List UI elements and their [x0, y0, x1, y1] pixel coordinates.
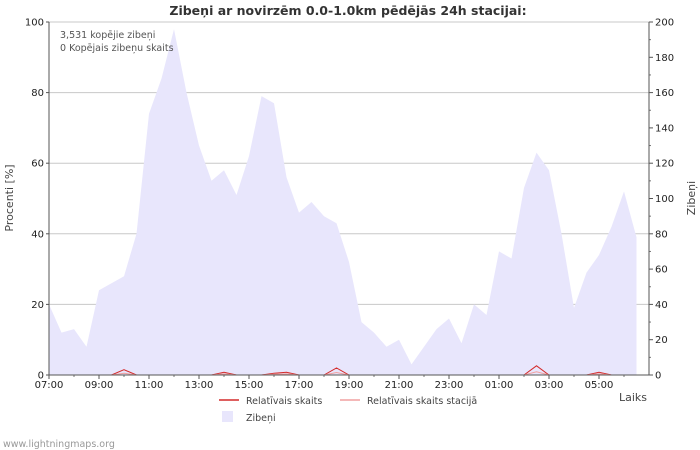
y-left-tick-label: 100	[25, 18, 44, 29]
x-tick-label: 05:00	[585, 380, 614, 391]
y-axis-left-label: Procenti [%]	[3, 164, 16, 231]
area-layer	[49, 29, 637, 375]
series-area-lightning	[49, 29, 637, 375]
legend-swatch-lightning	[222, 411, 233, 422]
x-tick-label: 23:00	[435, 380, 464, 391]
footer-source: www.lightningmaps.org	[3, 439, 115, 450]
axes: 0 20 40 60 80 100 0 20 40 60 80 100 120 140 160 180 200 0…	[25, 18, 674, 392]
x-tick-label: 19:00	[335, 380, 364, 391]
y-left-tick-label: 60	[31, 159, 44, 170]
x-tick-label: 07:00	[35, 380, 64, 391]
y-left-tick-label: 0	[38, 371, 44, 382]
x-tick-label: 09:00	[85, 380, 114, 391]
legend-label-relative-count-station: Relatīvais skaits stacijā	[367, 396, 477, 407]
y-left-tick-label: 40	[31, 229, 44, 240]
annotation-total-lightning: 3,531 kopējie zibeņi	[60, 30, 155, 41]
y-right-tick-label: 40	[655, 300, 668, 311]
y-right-tick-label: 80	[655, 229, 668, 240]
legend-label-lightning: Zibeņi	[246, 413, 276, 424]
x-axis-label: Laiks	[619, 391, 647, 404]
y-right-tick-label: 140	[655, 123, 674, 134]
legend-label-relative-count: Relatīvais skaits	[246, 396, 322, 407]
y-right-tick-label: 100	[655, 194, 674, 205]
y-right-tick-label: 0	[655, 371, 661, 382]
annotation-total-count: 0 Kopējais zibeņu skaits	[60, 43, 174, 54]
x-tick-label: 13:00	[185, 380, 214, 391]
y-right-tick-label: 120	[655, 159, 674, 170]
legend: Relatīvais skaits Relatīvais skaits stac…	[219, 396, 477, 424]
y-right-tick-label: 60	[655, 265, 668, 276]
x-tick-label: 17:00	[285, 380, 314, 391]
y-right-tick-label: 20	[655, 335, 668, 346]
x-tick-label: 15:00	[235, 380, 264, 391]
y-right-tick-label: 160	[655, 88, 674, 99]
y-left-tick-label: 80	[31, 88, 44, 99]
y-axis-right-label: Zibeņi	[685, 181, 698, 215]
y-right-tick-label: 180	[655, 53, 674, 64]
x-tick-label: 03:00	[535, 380, 564, 391]
x-tick-label: 01:00	[485, 380, 514, 391]
y-right-tick-label: 200	[655, 18, 674, 29]
x-tick-label: 11:00	[135, 380, 164, 391]
chart-title: Zibeņi ar novirzēm 0.0-1.0km pēdējās 24h…	[169, 3, 526, 18]
x-tick-label: 21:00	[385, 380, 414, 391]
y-left-tick-label: 20	[31, 300, 44, 311]
